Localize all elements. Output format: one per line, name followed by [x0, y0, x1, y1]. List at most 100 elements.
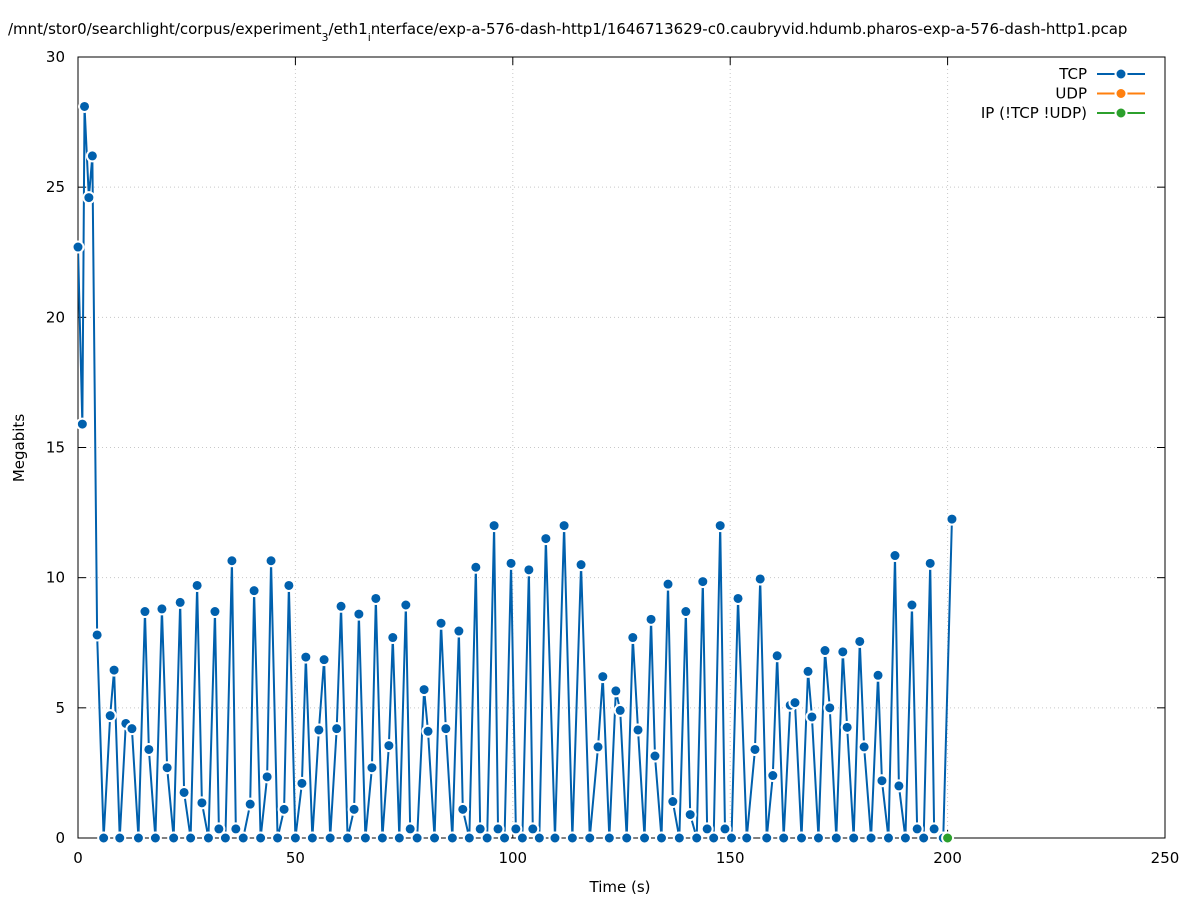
data-point [103, 709, 117, 723]
data-point [236, 831, 250, 845]
data-point [683, 808, 697, 822]
data-point [347, 802, 361, 816]
data-point [788, 696, 802, 710]
x-tick-label: 200 [933, 849, 962, 867]
data-point [201, 831, 215, 845]
data-point [142, 742, 156, 756]
data-point [352, 607, 366, 621]
data-point [690, 831, 704, 845]
title-subscript: i [368, 31, 371, 44]
data-point [766, 769, 780, 783]
data-point [260, 770, 274, 784]
data-point [428, 831, 442, 845]
data-point [666, 795, 680, 809]
data-point [386, 631, 400, 645]
data-point [208, 605, 222, 619]
y-tick-label: 20 [46, 308, 65, 326]
data-point [399, 598, 413, 612]
data-point [195, 796, 209, 810]
data-point [801, 664, 815, 678]
data-point [254, 831, 268, 845]
data-point [190, 578, 204, 592]
y-tick-label: 25 [46, 178, 65, 196]
data-point [539, 532, 553, 546]
data-point [661, 577, 675, 591]
chart-title: /mnt/stor0/searchlight/corpus/experiment… [8, 20, 1127, 44]
data-point [107, 663, 121, 677]
data-point [421, 724, 435, 738]
data-point [212, 822, 226, 836]
data-point [410, 831, 424, 845]
data-point [620, 831, 634, 845]
legend-swatch-point [1114, 106, 1128, 120]
data-point [358, 831, 372, 845]
data-point [864, 831, 878, 845]
data-point [945, 512, 959, 526]
data-point [365, 761, 379, 775]
data-point [515, 831, 529, 845]
data-point [805, 710, 819, 724]
data-point [532, 831, 546, 845]
x-tick-label: 50 [286, 849, 305, 867]
x-tick-label: 150 [716, 849, 745, 867]
data-point [288, 831, 302, 845]
x-tick-label: 0 [73, 849, 83, 867]
data-point [526, 822, 540, 836]
y-tick-label: 0 [55, 829, 65, 847]
data-point [445, 831, 459, 845]
data-point [247, 584, 261, 598]
title-part: nterface/exp-a-576-dash-http1/1646713629… [371, 20, 1128, 38]
data-point [753, 572, 767, 586]
data-point [609, 684, 623, 698]
data-point [131, 831, 145, 845]
legend-label: UDP [1055, 85, 1087, 103]
data-point [509, 822, 523, 836]
data-point [888, 549, 902, 563]
data-point [439, 722, 453, 736]
data-point [707, 831, 721, 845]
data-point [777, 831, 791, 845]
data-point [871, 668, 885, 682]
data-point [679, 605, 693, 619]
data-point [811, 831, 825, 845]
data-point [770, 649, 784, 663]
data-point [644, 612, 658, 626]
data-point [626, 631, 640, 645]
data-point [565, 831, 579, 845]
data-point [469, 560, 483, 574]
title-part: /mnt/stor0/searchlight/corpus/experiment [8, 20, 322, 38]
data-point [602, 831, 616, 845]
data-point [323, 831, 337, 845]
data-point [583, 831, 597, 845]
data-point [167, 831, 181, 845]
data-point [375, 831, 389, 845]
data-point [923, 556, 937, 570]
data-point [917, 831, 931, 845]
data-point [71, 240, 85, 254]
data-point [75, 417, 89, 431]
title-part: /eth1 [329, 20, 368, 38]
data-point [184, 831, 198, 845]
data-point [655, 831, 669, 845]
data-point [113, 831, 127, 845]
data-point [795, 831, 809, 845]
data-point [177, 785, 191, 799]
data-point [85, 149, 99, 163]
data-point [264, 554, 278, 568]
data-point [574, 558, 588, 572]
data-point [829, 831, 843, 845]
data-point [491, 822, 505, 836]
data-point [173, 595, 187, 609]
data-point [731, 591, 745, 605]
data-point [155, 602, 169, 616]
data-point [905, 598, 919, 612]
data-point [282, 578, 296, 592]
legend-label: IP (!TCP !UDP) [981, 104, 1087, 122]
data-point [898, 831, 912, 845]
data-point [881, 831, 895, 845]
data-point [498, 831, 512, 845]
data-point [473, 822, 487, 836]
data-point [341, 831, 355, 845]
data-point [853, 634, 867, 648]
